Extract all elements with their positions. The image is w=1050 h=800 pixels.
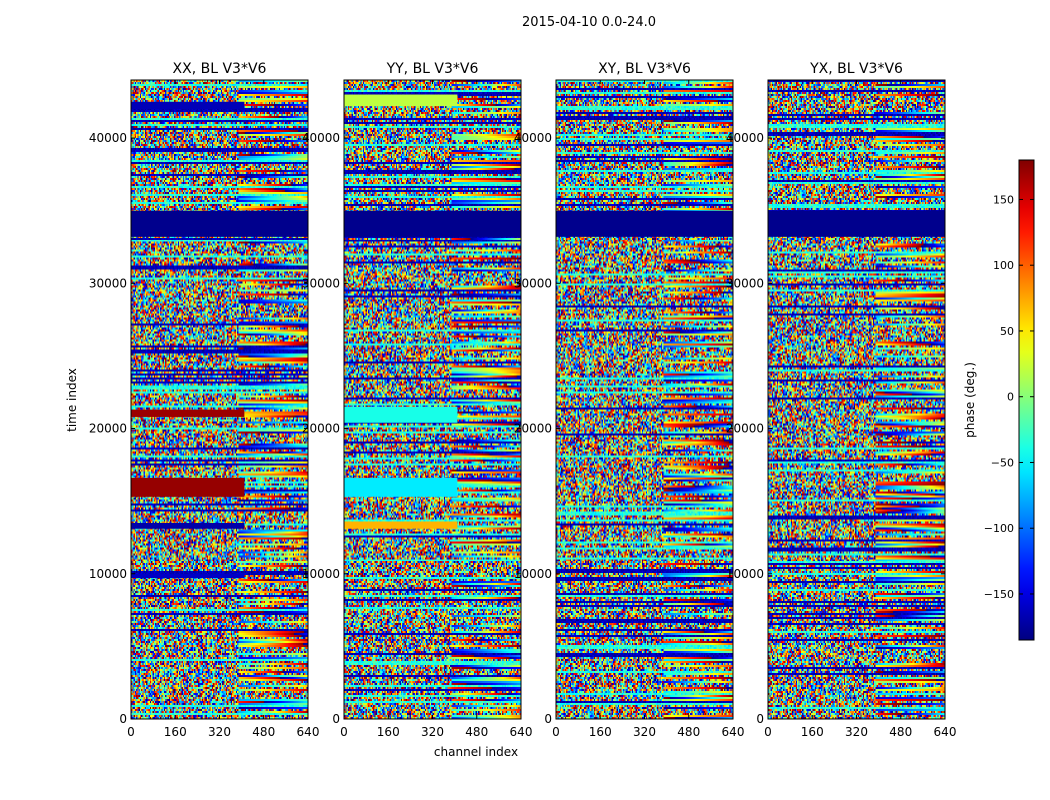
phase-block xyxy=(131,210,308,237)
panel-title: XX, BL V3*V6 xyxy=(173,61,267,77)
y-tick-label: 10000 xyxy=(302,567,340,581)
colorbar-tick-label: −50 xyxy=(991,456,1014,469)
y-tick-label: 20000 xyxy=(89,422,127,436)
phase-block xyxy=(131,101,245,110)
y-tick-label: 10000 xyxy=(726,567,764,581)
y-tick-label: 0 xyxy=(544,712,552,726)
y-tick-label: 0 xyxy=(756,712,764,726)
x-axis-label: channel index xyxy=(434,745,518,759)
heatmap-image xyxy=(768,80,945,719)
y-tick-label: 40000 xyxy=(302,131,340,145)
x-tick-label: 480 xyxy=(465,725,488,739)
x-tick-label: 160 xyxy=(164,725,187,739)
y-tick-label: 40000 xyxy=(726,131,764,145)
y-tick-label: 30000 xyxy=(302,276,340,290)
colorbar-tick-label: −150 xyxy=(984,588,1014,601)
x-tick-label: 320 xyxy=(845,725,868,739)
colorbar-gradient xyxy=(1018,159,1035,641)
x-tick-label: 640 xyxy=(722,725,745,739)
panel-2: YY, BL V3*V6 0 160 320 480 640 0 10000 20000 3000… xyxy=(302,61,533,739)
colorbar-tick-label: 50 xyxy=(1000,325,1014,338)
phase-block xyxy=(556,210,733,237)
heatmap-image xyxy=(344,80,521,719)
phase-block xyxy=(344,406,458,423)
y-tick-label: 40000 xyxy=(89,131,127,145)
y-tick-label: 0 xyxy=(332,712,340,726)
x-tick-label: 480 xyxy=(677,725,700,739)
panel-1: XX, BL V3*V6 0 160 320 480 640 0 10000 20000 3000… xyxy=(89,61,320,739)
x-tick-label: 0 xyxy=(340,725,348,739)
phase-block xyxy=(344,521,458,529)
phase-block xyxy=(344,477,458,497)
colorbar-tick-label: 0 xyxy=(1007,391,1014,404)
heatmap-image xyxy=(556,80,733,719)
y-tick-label: 20000 xyxy=(302,422,340,436)
x-tick-label: 320 xyxy=(208,725,231,739)
colorbar-tick-label: −100 xyxy=(984,522,1014,535)
phase-block xyxy=(131,409,245,417)
y-tick-label: 10000 xyxy=(89,567,127,581)
heatmap-image xyxy=(131,80,308,719)
y-tick-label: 30000 xyxy=(514,276,552,290)
y-tick-label: 30000 xyxy=(89,276,127,290)
figure-suptitle: 2015-04-10 0.0-24.0 xyxy=(522,15,656,30)
phase-block xyxy=(768,210,945,237)
phase-block xyxy=(131,573,245,579)
phase-block xyxy=(344,210,521,237)
phase-block xyxy=(131,522,245,529)
panels: XX, BL V3*V6 0 160 320 480 640 0 10000 20000 3000… xyxy=(89,61,957,739)
y-tick-label: 40000 xyxy=(514,131,552,145)
y-axis-label: time index xyxy=(65,368,79,432)
x-tick-label: 480 xyxy=(252,725,275,739)
phase-block xyxy=(344,94,458,107)
x-tick-label: 160 xyxy=(801,725,824,739)
panel-4: YX, BL V3*V6 0 160 320 480 640 0 10000 20000 3000… xyxy=(726,61,957,739)
y-tick-label: 30000 xyxy=(726,276,764,290)
colorbar-label: phase (deg.) xyxy=(963,362,977,438)
y-tick-label: 0 xyxy=(119,712,127,726)
y-tick-label: 20000 xyxy=(514,422,552,436)
x-tick-label: 320 xyxy=(421,725,444,739)
x-tick-label: 0 xyxy=(764,725,772,739)
phase-block xyxy=(131,477,245,497)
x-tick-label: 0 xyxy=(552,725,560,739)
panel-title: XY, BL V3*V6 xyxy=(598,61,691,77)
panel-3: XY, BL V3*V6 0 160 320 480 640 0 10000 20000 3000… xyxy=(514,61,745,739)
y-tick-label: 10000 xyxy=(514,567,552,581)
x-tick-label: 640 xyxy=(510,725,533,739)
panel-title: YY, BL V3*V6 xyxy=(386,61,479,77)
x-tick-label: 640 xyxy=(934,725,957,739)
x-tick-label: 480 xyxy=(889,725,912,739)
x-tick-label: 640 xyxy=(297,725,320,739)
colorbar: 150 100 50 0 −50 −100 −150 xyxy=(984,159,1035,641)
x-tick-label: 160 xyxy=(589,725,612,739)
x-tick-label: 320 xyxy=(633,725,656,739)
y-tick-label: 20000 xyxy=(726,422,764,436)
x-tick-label: 160 xyxy=(377,725,400,739)
colorbar-tick-label: 150 xyxy=(993,193,1014,206)
panel-title: YX, BL V3*V6 xyxy=(809,61,903,77)
x-tick-label: 0 xyxy=(127,725,135,739)
colorbar-tick-label: 100 xyxy=(993,259,1014,272)
